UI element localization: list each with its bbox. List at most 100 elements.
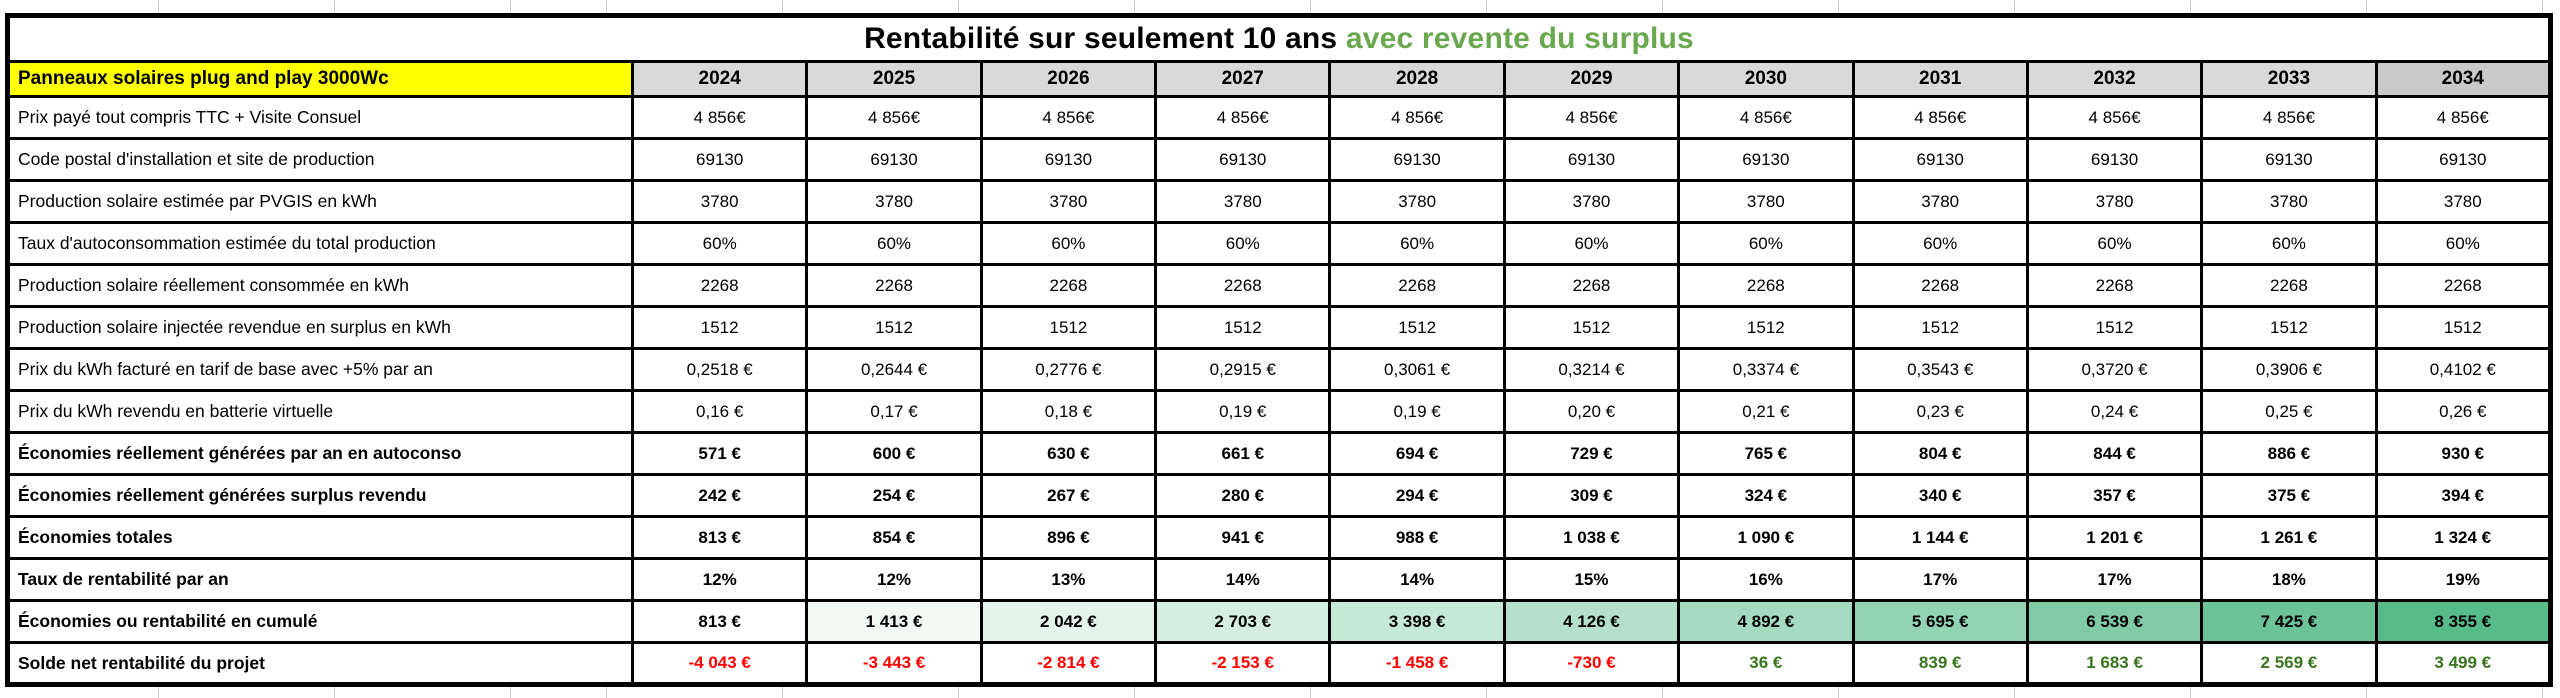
- table-cell[interactable]: 6 539 €: [2025, 599, 2204, 644]
- table-cell[interactable]: 60%: [805, 221, 983, 266]
- year-header-2027[interactable]: 2027: [1154, 60, 1332, 98]
- table-cell[interactable]: 3780: [2374, 179, 2553, 224]
- table-cell[interactable]: 19%: [2374, 557, 2553, 602]
- table-cell[interactable]: 69130: [2374, 137, 2553, 182]
- table-cell[interactable]: 1 261 €: [2200, 515, 2378, 560]
- table-cell[interactable]: 1 683 €: [2025, 641, 2204, 686]
- table-cell[interactable]: 4 856€: [1851, 95, 2029, 140]
- table-cell[interactable]: 309 €: [1502, 473, 1681, 518]
- table-cell[interactable]: 3 499 €: [2374, 641, 2553, 686]
- table-cell[interactable]: 0,16 €: [630, 389, 809, 434]
- table-cell[interactable]: -730 €: [1502, 641, 1681, 686]
- table-cell[interactable]: 729 €: [1502, 431, 1681, 476]
- table-cell[interactable]: 3780: [1851, 179, 2029, 224]
- table-cell[interactable]: 4 856€: [979, 95, 1158, 140]
- table-cell[interactable]: 60%: [1502, 221, 1681, 266]
- table-cell[interactable]: 2 569 €: [2200, 641, 2378, 686]
- table-cell[interactable]: 1512: [1851, 305, 2029, 350]
- row-label[interactable]: Taux d'autoconsommation estimée du total…: [6, 221, 634, 266]
- table-cell[interactable]: 4 856€: [1677, 95, 1855, 140]
- table-cell[interactable]: 4 856€: [1328, 95, 1506, 140]
- table-cell[interactable]: 0,3720 €: [2025, 347, 2204, 392]
- table-cell[interactable]: 2268: [1851, 263, 2029, 308]
- table-cell[interactable]: 0,2644 €: [805, 347, 983, 392]
- table-cell[interactable]: 600 €: [805, 431, 983, 476]
- table-cell[interactable]: 4 856€: [2374, 95, 2553, 140]
- table-cell[interactable]: 4 856€: [2200, 95, 2378, 140]
- table-cell[interactable]: 3780: [2025, 179, 2204, 224]
- row-label[interactable]: Économies réellement générées par an en …: [6, 431, 634, 476]
- table-cell[interactable]: -2 814 €: [979, 641, 1158, 686]
- year-header-2025[interactable]: 2025: [805, 60, 983, 98]
- table-cell[interactable]: 69130: [2025, 137, 2204, 182]
- year-header-2034[interactable]: 2034: [2374, 60, 2553, 98]
- table-cell[interactable]: 7 425 €: [2200, 599, 2378, 644]
- table-cell[interactable]: -2 153 €: [1154, 641, 1332, 686]
- table-cell[interactable]: 0,24 €: [2025, 389, 2204, 434]
- table-cell[interactable]: 1512: [2025, 305, 2204, 350]
- year-header-2024[interactable]: 2024: [630, 60, 809, 98]
- table-cell[interactable]: 60%: [1154, 221, 1332, 266]
- table-cell[interactable]: 0,3374 €: [1677, 347, 1855, 392]
- table-cell[interactable]: 69130: [630, 137, 809, 182]
- table-cell[interactable]: 340 €: [1851, 473, 2029, 518]
- table-cell[interactable]: 0,3543 €: [1851, 347, 2029, 392]
- year-header-2028[interactable]: 2028: [1328, 60, 1506, 98]
- table-cell[interactable]: 3 398 €: [1328, 599, 1506, 644]
- table-cell[interactable]: 294 €: [1328, 473, 1506, 518]
- table-cell[interactable]: 2 703 €: [1154, 599, 1332, 644]
- row-label[interactable]: Prix du kWh revendu en batterie virtuell…: [6, 389, 634, 434]
- row-label[interactable]: Économies réellement générées surplus re…: [6, 473, 634, 518]
- table-cell[interactable]: 2268: [2374, 263, 2553, 308]
- table-cell[interactable]: 267 €: [979, 473, 1158, 518]
- table-cell[interactable]: 2268: [2200, 263, 2378, 308]
- row-label[interactable]: Prix du kWh facturé en tarif de base ave…: [6, 347, 634, 392]
- table-cell[interactable]: 694 €: [1328, 431, 1506, 476]
- table-cell[interactable]: 69130: [979, 137, 1158, 182]
- table-cell[interactable]: 18%: [2200, 557, 2378, 602]
- table-cell[interactable]: 630 €: [979, 431, 1158, 476]
- row-label[interactable]: Prix payé tout compris TTC + Visite Cons…: [6, 95, 634, 140]
- row-label[interactable]: Production solaire injectée revendue en …: [6, 305, 634, 350]
- table-cell[interactable]: 4 856€: [630, 95, 809, 140]
- table-cell[interactable]: 1512: [2374, 305, 2553, 350]
- table-cell[interactable]: 571 €: [630, 431, 809, 476]
- table-cell[interactable]: 0,19 €: [1328, 389, 1506, 434]
- product-header-cell[interactable]: Panneaux solaires plug and play 3000Wc: [6, 60, 634, 98]
- table-cell[interactable]: 0,2518 €: [630, 347, 809, 392]
- table-cell[interactable]: 1 324 €: [2374, 515, 2553, 560]
- table-cell[interactable]: 0,3061 €: [1328, 347, 1506, 392]
- table-cell[interactable]: 357 €: [2025, 473, 2204, 518]
- table-cell[interactable]: 0,19 €: [1154, 389, 1332, 434]
- table-cell[interactable]: 3780: [1328, 179, 1506, 224]
- table-cell[interactable]: 60%: [1851, 221, 2029, 266]
- table-cell[interactable]: 60%: [2025, 221, 2204, 266]
- row-label[interactable]: Solde net rentabilité du projet: [6, 641, 634, 686]
- table-cell[interactable]: 5 695 €: [1851, 599, 2029, 644]
- table-cell[interactable]: 4 856€: [1154, 95, 1332, 140]
- table-cell[interactable]: 17%: [1851, 557, 2029, 602]
- table-cell[interactable]: 3780: [1502, 179, 1681, 224]
- table-cell[interactable]: 12%: [805, 557, 983, 602]
- table-cell[interactable]: 765 €: [1677, 431, 1855, 476]
- table-cell[interactable]: 60%: [2374, 221, 2553, 266]
- table-cell[interactable]: 60%: [1677, 221, 1855, 266]
- table-cell[interactable]: 394 €: [2374, 473, 2553, 518]
- table-cell[interactable]: 60%: [979, 221, 1158, 266]
- table-cell[interactable]: 69130: [805, 137, 983, 182]
- table-cell[interactable]: 1512: [1677, 305, 1855, 350]
- row-label[interactable]: Économies ou rentabilité en cumulé: [6, 599, 634, 644]
- year-header-2032[interactable]: 2032: [2025, 60, 2204, 98]
- table-cell[interactable]: 1512: [630, 305, 809, 350]
- table-cell[interactable]: 2268: [630, 263, 809, 308]
- table-cell[interactable]: 886 €: [2200, 431, 2378, 476]
- table-cell[interactable]: 854 €: [805, 515, 983, 560]
- table-cell[interactable]: 941 €: [1154, 515, 1332, 560]
- table-cell[interactable]: 8 355 €: [2374, 599, 2553, 644]
- table-cell[interactable]: 16%: [1677, 557, 1855, 602]
- table-cell[interactable]: 813 €: [630, 599, 809, 644]
- table-cell[interactable]: 3780: [1677, 179, 1855, 224]
- table-cell[interactable]: 0,3906 €: [2200, 347, 2378, 392]
- table-cell[interactable]: 661 €: [1154, 431, 1332, 476]
- table-cell[interactable]: 3780: [979, 179, 1158, 224]
